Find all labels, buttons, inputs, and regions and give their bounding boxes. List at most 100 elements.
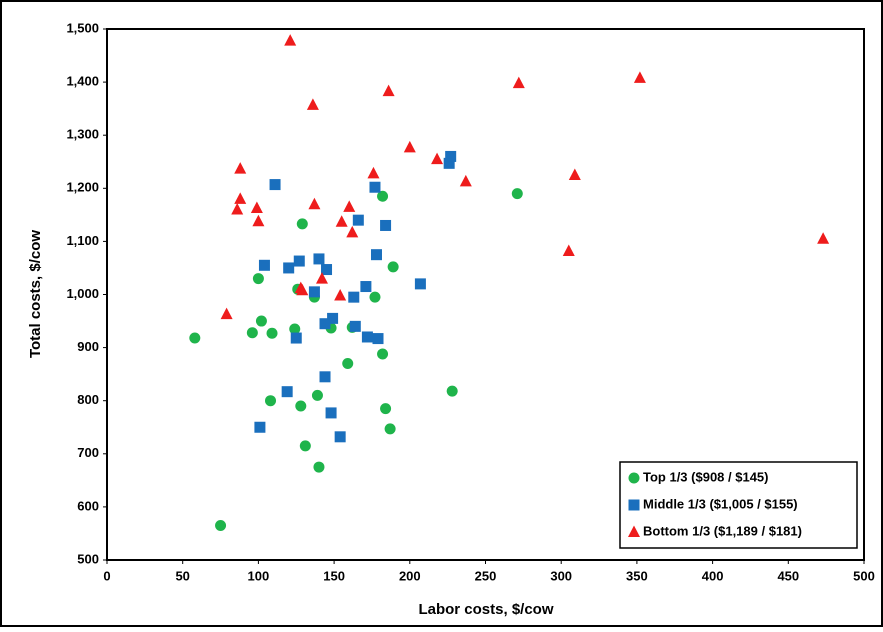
- y-axis-label: Total costs, $/cow: [27, 230, 44, 358]
- y-tick-label: 1,100: [66, 233, 99, 248]
- data-point: [633, 71, 646, 83]
- data-point: [250, 201, 263, 213]
- x-tick-label: 150: [323, 568, 345, 583]
- data-point: [308, 197, 321, 210]
- y-tick-label: 1,500: [66, 20, 99, 35]
- data-point: [377, 190, 389, 202]
- data-point: [189, 332, 201, 344]
- data-point: [258, 259, 270, 271]
- x-tick-label: 350: [626, 568, 648, 583]
- data-point: [352, 214, 364, 226]
- data-point: [370, 249, 382, 261]
- data-point: [246, 327, 258, 339]
- data-point: [311, 389, 323, 401]
- data-point: [281, 386, 293, 398]
- data-point: [220, 307, 233, 320]
- y-tick-label: 1,400: [66, 74, 99, 89]
- x-tick-label: 450: [777, 568, 799, 583]
- data-point: [289, 323, 301, 335]
- legend-box: [619, 461, 858, 549]
- data-point: [315, 272, 328, 284]
- data-point: [319, 318, 331, 330]
- y-tick-label: 1,000: [66, 286, 99, 301]
- data-point: [343, 200, 356, 212]
- data-point: [266, 327, 278, 339]
- data-point: [290, 332, 302, 344]
- data-point: [348, 291, 360, 303]
- data-point: [313, 461, 325, 473]
- data-point: [335, 215, 348, 227]
- legend-label: Bottom 1/3 ($1,189 / $181): [643, 523, 802, 538]
- legend-marker: [628, 499, 640, 511]
- data-point: [367, 166, 380, 179]
- data-point: [380, 219, 392, 231]
- data-point: [346, 225, 359, 238]
- data-point: [327, 312, 339, 324]
- legend-label: Top 1/3 ($908 / $145): [643, 469, 769, 484]
- data-point: [817, 232, 830, 244]
- data-point: [446, 385, 458, 397]
- data-point: [443, 157, 455, 169]
- data-point: [431, 152, 444, 165]
- data-point: [334, 289, 347, 301]
- data-point: [342, 358, 354, 370]
- y-tick-label: 800: [77, 392, 99, 407]
- data-point: [313, 253, 325, 265]
- data-point: [321, 264, 333, 276]
- data-point: [299, 440, 311, 452]
- x-tick-label: 200: [399, 568, 421, 583]
- data-point: [380, 403, 392, 415]
- data-point: [387, 261, 399, 273]
- data-point: [265, 395, 277, 407]
- data-point: [308, 286, 320, 298]
- x-axis-label: Labor costs, $/cow: [418, 601, 553, 618]
- data-point: [231, 203, 244, 215]
- data-point: [512, 76, 525, 89]
- data-point: [252, 214, 265, 227]
- data-point: [414, 278, 426, 290]
- data-point: [349, 320, 361, 332]
- data-point: [234, 162, 247, 174]
- y-tick-label: 700: [77, 445, 99, 460]
- x-tick-label: 500: [853, 568, 875, 583]
- data-point: [284, 34, 297, 46]
- data-point: [403, 140, 416, 153]
- x-tick-label: 300: [550, 568, 572, 583]
- data-point: [269, 179, 281, 191]
- legend-marker: [628, 472, 640, 484]
- data-point: [293, 255, 305, 267]
- data-point: [372, 333, 384, 345]
- data-point: [306, 98, 319, 110]
- data-point: [511, 188, 523, 200]
- data-point: [254, 421, 266, 433]
- data-point: [382, 84, 395, 97]
- legend-marker: [628, 525, 640, 537]
- x-tick-label: 250: [475, 568, 497, 583]
- x-tick-label: 50: [175, 568, 189, 583]
- y-tick-label: 1,200: [66, 180, 99, 195]
- data-point: [377, 348, 389, 360]
- data-point: [319, 371, 331, 383]
- data-point: [568, 168, 581, 181]
- x-tick-label: 400: [702, 568, 724, 583]
- x-tick-label: 0: [103, 568, 110, 583]
- data-point: [325, 407, 337, 419]
- data-point: [296, 218, 308, 230]
- data-point: [459, 174, 472, 187]
- y-tick-label: 900: [77, 339, 99, 354]
- data-point: [369, 181, 381, 193]
- data-point: [255, 315, 267, 327]
- data-point: [361, 331, 373, 343]
- y-tick-label: 500: [77, 551, 99, 566]
- data-point: [215, 519, 227, 531]
- data-point: [360, 281, 372, 293]
- data-point: [295, 400, 307, 412]
- data-point: [369, 291, 381, 303]
- y-tick-label: 1,300: [66, 127, 99, 142]
- data-point: [384, 423, 396, 435]
- data-point: [283, 262, 295, 274]
- legend-label: Middle 1/3 ($1,005 / $155): [643, 496, 798, 511]
- data-point: [234, 192, 247, 204]
- data-point: [296, 283, 309, 296]
